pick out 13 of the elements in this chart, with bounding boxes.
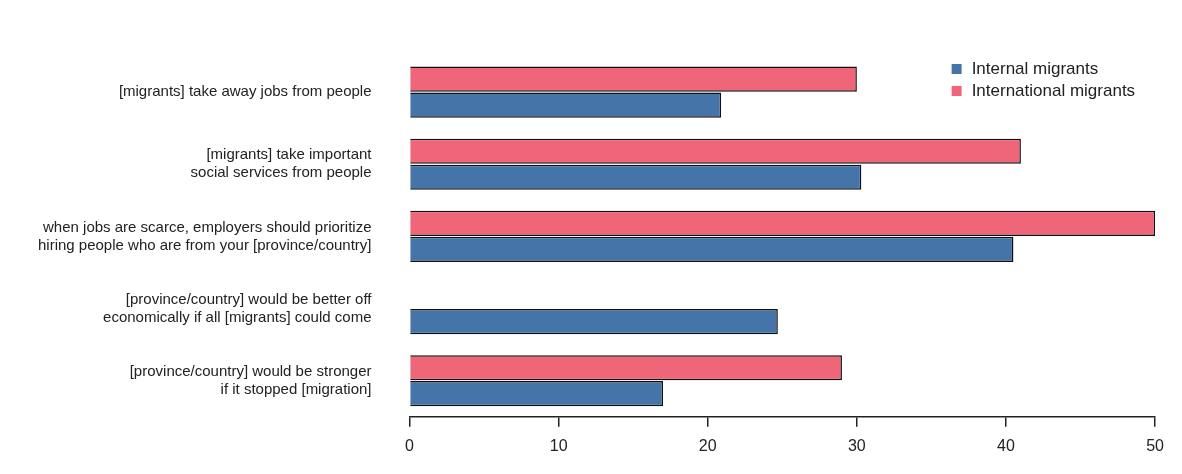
y-tick-label: [migrants] take important social services from people bbox=[190, 145, 373, 181]
y-tick-label: when jobs are scarce, employers should prioritize hiring people who are from your [province/country] bbox=[37, 217, 372, 253]
y-tick-label: [migrants] take away jobs from people bbox=[118, 82, 372, 100]
x-tick-label: 30 bbox=[847, 436, 866, 454]
x-tick-label: 40 bbox=[997, 436, 1015, 454]
y-tick-label: [province/country] would be stronger if it stopped [migration] bbox=[129, 361, 372, 397]
x-tick-label: 0 bbox=[405, 436, 415, 454]
x-tick-label: 50 bbox=[1146, 436, 1165, 454]
x-tick-label: 20 bbox=[698, 436, 717, 454]
legend-label: Internal migrants bbox=[971, 58, 1099, 78]
x-tick-label: 10 bbox=[549, 436, 568, 454]
legend-label: International migrants bbox=[971, 80, 1136, 100]
y-tick-label: [province/country] would be better off economically if all [migrants] could come bbox=[103, 289, 373, 325]
